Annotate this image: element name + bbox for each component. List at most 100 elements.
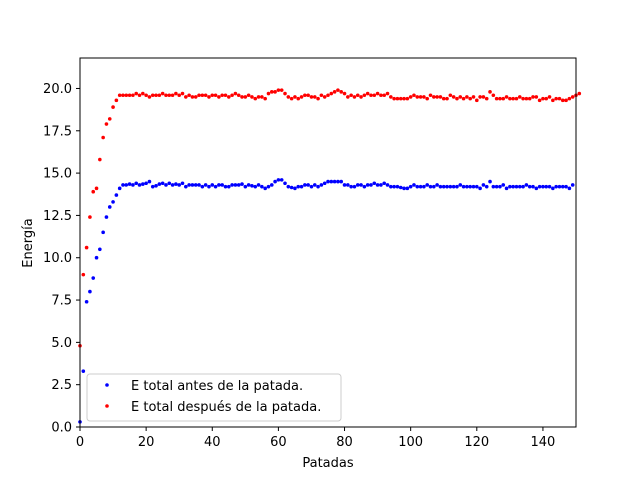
y-axis-ticks: 0.0 2.5 5.0 7.5 10.0 12.5 15.0 17.5 20.0: [43, 82, 80, 436]
point-despues: [303, 93, 307, 98]
point-antes: [187, 183, 191, 187]
point-antes: [240, 182, 244, 186]
point-despues: [91, 189, 96, 194]
point-antes: [418, 184, 423, 189]
point-despues: [283, 91, 287, 96]
point-despues: [511, 96, 515, 101]
point-despues: [567, 96, 572, 101]
point-despues: [98, 157, 102, 162]
point-antes: [269, 183, 274, 187]
point-antes: [303, 183, 307, 187]
point-despues: [398, 96, 403, 101]
point-despues: [365, 91, 370, 96]
point-despues: [534, 95, 539, 99]
point-despues: [524, 96, 529, 101]
point-antes: [94, 255, 99, 260]
point-despues: [147, 95, 152, 99]
point-antes: [385, 183, 390, 187]
legend-marker-antes: [105, 383, 109, 387]
point-despues: [405, 96, 410, 101]
point-despues: [468, 96, 472, 101]
point-antes: [260, 184, 264, 189]
point-despues: [551, 98, 555, 103]
point-antes: [435, 183, 439, 187]
point-antes: [276, 178, 281, 182]
point-despues: [127, 93, 132, 98]
y-tick-label: 0.0: [51, 421, 72, 436]
point-antes: [157, 182, 162, 186]
point-despues: [517, 95, 522, 99]
point-despues: [312, 95, 317, 99]
point-despues: [402, 96, 406, 101]
point-antes: [508, 184, 512, 189]
point-antes: [521, 184, 525, 189]
point-despues: [332, 90, 337, 94]
point-antes: [230, 183, 234, 187]
point-antes: [346, 183, 350, 187]
point-despues: [124, 93, 129, 98]
point-antes: [405, 186, 410, 191]
point-antes: [339, 179, 344, 184]
point-despues: [144, 93, 148, 98]
point-despues: [246, 93, 251, 98]
point-antes: [200, 184, 205, 189]
point-antes: [422, 184, 426, 189]
point-despues: [121, 93, 125, 98]
point-despues: [484, 96, 489, 101]
point-antes: [184, 184, 188, 189]
point-antes: [177, 183, 181, 187]
point-despues: [342, 91, 347, 96]
point-antes: [504, 186, 509, 191]
point-antes: [220, 183, 224, 187]
point-antes: [475, 184, 479, 189]
point-antes: [124, 183, 129, 187]
point-despues: [408, 95, 413, 99]
point-antes: [478, 186, 482, 191]
point-despues: [286, 95, 291, 99]
point-antes: [167, 181, 172, 186]
point-antes: [570, 183, 575, 187]
point-antes: [451, 184, 456, 189]
point-antes: [210, 183, 215, 187]
point-antes: [180, 181, 185, 186]
point-despues: [395, 96, 400, 101]
point-despues: [299, 95, 304, 99]
point-despues: [372, 93, 377, 98]
point-despues: [392, 96, 396, 101]
point-antes: [296, 184, 301, 189]
point-antes: [524, 183, 529, 187]
point-despues: [107, 117, 112, 121]
point-antes: [534, 186, 539, 191]
point-antes: [458, 183, 463, 187]
point-antes: [266, 184, 271, 189]
point-antes: [551, 186, 555, 191]
point-despues: [164, 93, 168, 98]
point-despues: [412, 93, 416, 98]
point-antes: [484, 184, 489, 189]
point-despues: [141, 91, 145, 96]
point-despues: [174, 91, 178, 96]
point-despues: [537, 98, 542, 103]
point-despues: [190, 95, 195, 99]
point-antes: [544, 184, 549, 189]
point-antes: [279, 178, 284, 182]
point-despues: [296, 96, 301, 101]
point-despues: [494, 96, 499, 101]
point-despues: [322, 95, 327, 99]
point-antes: [131, 183, 135, 187]
point-antes: [362, 184, 367, 189]
point-antes: [147, 179, 152, 184]
point-despues: [210, 93, 215, 98]
point-antes: [243, 184, 248, 189]
point-despues: [438, 95, 443, 99]
point-antes: [250, 183, 254, 188]
point-antes: [137, 183, 142, 187]
point-despues: [263, 96, 267, 101]
point-antes: [319, 183, 324, 187]
y-tick-label: 12.5: [43, 209, 72, 224]
point-despues: [193, 95, 198, 99]
point-despues: [160, 91, 165, 96]
point-despues: [577, 91, 582, 96]
point-despues: [554, 96, 558, 101]
point-despues: [448, 93, 453, 98]
